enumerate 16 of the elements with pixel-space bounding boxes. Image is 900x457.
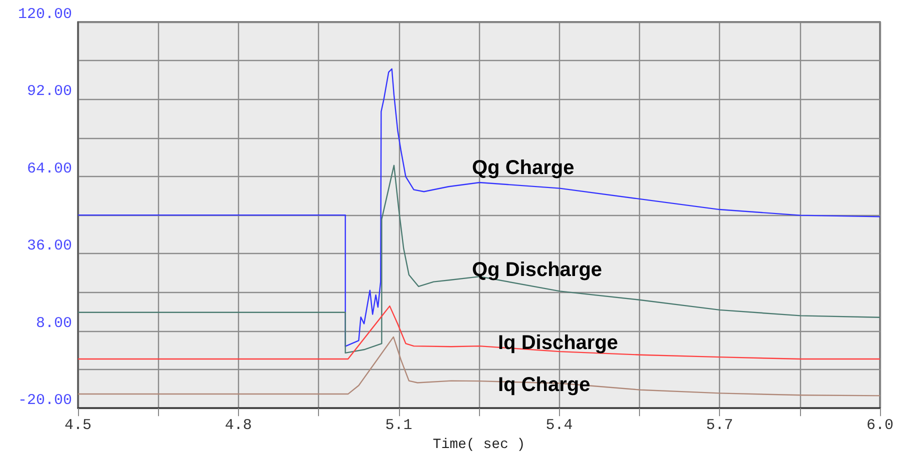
y-tick-label: 8.00 [36,314,72,332]
x-tick-label: 4.8 [224,417,252,434]
y-tick-label: 64.00 [26,160,72,178]
x-tick-label: 5.7 [706,417,734,434]
series-label: Qg Charge [472,157,574,179]
x-tick-label: 6.0 [866,417,894,434]
y-tick-label: -20.00 [18,392,72,410]
y-tick-label: 92.00 [26,83,72,100]
x-tick-label: 5.4 [546,417,573,434]
series-label: Qg Discharge [472,259,602,281]
y-tick-label: 36.00 [26,238,72,255]
series-label: Iq Charge [498,374,590,396]
y-tick-label: 120.00 [18,6,72,23]
x-tick-label: 4.5 [64,417,92,434]
x-axis-title: Time( sec ) [432,437,526,453]
x-tick-label: 5.1 [385,417,412,434]
